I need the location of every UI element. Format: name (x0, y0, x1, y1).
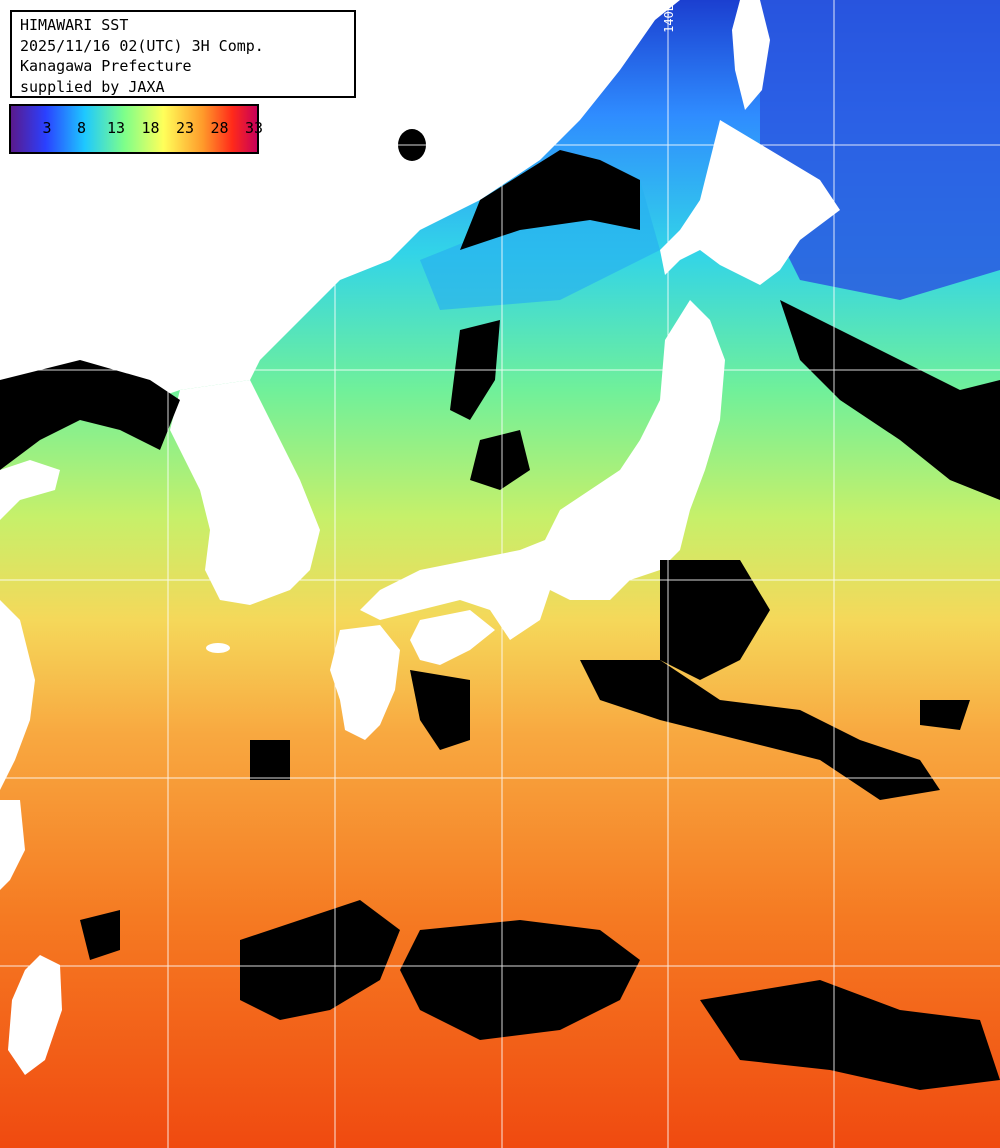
title-box: HIMAWARI SST 2025/11/16 02(UTC) 3H Comp.… (10, 10, 356, 98)
land-shikoku (410, 610, 495, 665)
land-china (0, 800, 25, 890)
color-scale-tick: 13 (106, 119, 126, 137)
cloud-mask (0, 150, 1000, 1090)
color-scale-gradient (11, 106, 257, 152)
land-honshu (360, 300, 725, 640)
land-korea (170, 380, 320, 605)
color-scale-tick: 8 (76, 119, 87, 137)
title-line: Kanagawa Prefecture (20, 57, 192, 75)
color-scale-legend: 3 8 13 18 23 28 33 (9, 104, 263, 154)
color-scale-tick: 33 (244, 119, 264, 137)
land-taiwan (8, 955, 62, 1075)
color-scale-tick: 18 (141, 119, 160, 137)
longitude-label: 140E (662, 4, 676, 33)
latitude-label: 40N (18, 352, 40, 366)
land-china (0, 460, 60, 520)
color-scale-tick: 28 (210, 119, 229, 137)
title-line: supplied by JAXA (20, 77, 165, 96)
land-sakhalin (732, 0, 770, 110)
cold-water-region (760, 0, 1000, 300)
land-china (0, 600, 35, 790)
land-hokkaido (660, 120, 840, 285)
land-island (206, 643, 230, 653)
title-line: HIMAWARI SST (20, 16, 129, 34)
color-scale-tick: 3 (42, 119, 52, 137)
land-kyushu (330, 625, 400, 740)
title-line: 2025/11/16 02(UTC) 3H Comp. (20, 36, 264, 55)
color-scale-tick: 23 (175, 119, 195, 137)
